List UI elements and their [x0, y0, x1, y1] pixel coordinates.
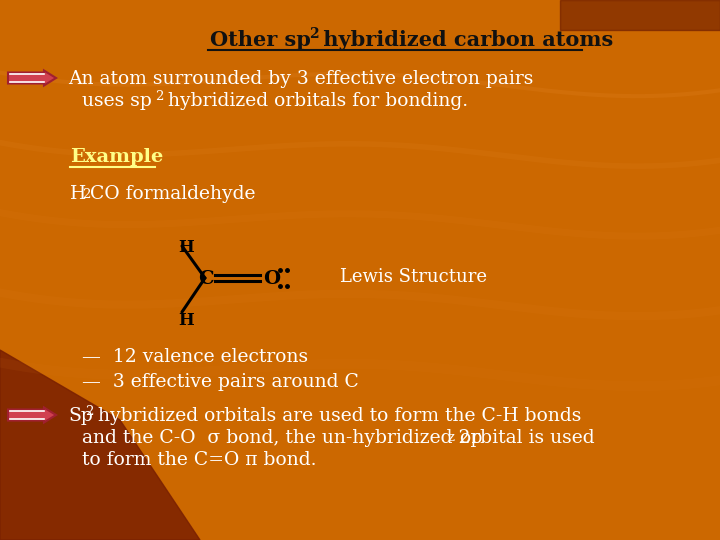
Text: Lewis Structure: Lewis Structure [340, 268, 487, 286]
Text: hybridized orbitals for bonding.: hybridized orbitals for bonding. [162, 92, 468, 110]
Text: to form the C=O π bond.: to form the C=O π bond. [82, 451, 317, 469]
Text: 2: 2 [85, 405, 94, 418]
Text: O: O [263, 270, 280, 288]
Text: —  3 effective pairs around C: — 3 effective pairs around C [82, 373, 359, 391]
Text: C: C [198, 270, 214, 288]
Text: Other sp: Other sp [210, 30, 311, 50]
Polygon shape [0, 350, 200, 540]
Text: 2: 2 [82, 188, 91, 201]
Bar [560, 0, 720, 30]
FancyArrow shape [8, 71, 56, 85]
Text: z: z [447, 431, 454, 444]
Text: uses sp: uses sp [82, 92, 152, 110]
FancyArrow shape [8, 408, 56, 422]
Text: hybridized orbitals are used to form the C-H bonds: hybridized orbitals are used to form the… [92, 407, 581, 425]
Text: hybridized carbon atoms: hybridized carbon atoms [316, 30, 613, 50]
Text: 2: 2 [155, 90, 163, 103]
Text: Sp: Sp [68, 407, 93, 425]
Text: H: H [178, 312, 194, 329]
Text: CO formaldehyde: CO formaldehyde [90, 185, 256, 203]
Text: An atom surrounded by 3 effective electron pairs: An atom surrounded by 3 effective electr… [68, 70, 534, 88]
Text: Example: Example [70, 148, 163, 166]
Text: —  12 valence electrons: — 12 valence electrons [82, 348, 308, 366]
Text: H: H [70, 185, 86, 203]
Text: 2: 2 [309, 27, 319, 41]
Text: and the C-O  σ bond, the un-hybridized 2p: and the C-O σ bond, the un-hybridized 2p [82, 429, 482, 447]
Text: orbital is used: orbital is used [454, 429, 595, 447]
Text: H: H [178, 239, 194, 256]
